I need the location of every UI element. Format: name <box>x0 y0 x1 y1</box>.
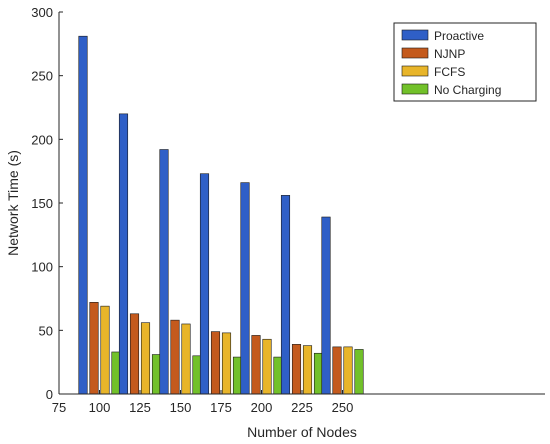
bar-proactive <box>78 35 88 395</box>
bar-njnp <box>170 319 180 395</box>
x-tick-label: 250 <box>332 400 354 415</box>
y-ticks-group: 0 50 100 150 200 250 300 <box>31 5 63 402</box>
bar-proactive <box>118 113 129 395</box>
x-tick-label: 75 <box>52 400 66 415</box>
legend-label: No Charging <box>434 83 501 97</box>
x-tick-label: 125 <box>129 400 151 415</box>
x-tick-label: 175 <box>210 400 232 415</box>
bar-fcfs <box>100 305 110 395</box>
x-tick-label: 150 <box>170 400 192 415</box>
bar-fcfs <box>302 345 313 395</box>
y-tick-label: 250 <box>31 69 53 84</box>
y-tick-label: 100 <box>31 260 53 275</box>
bar-proactive <box>159 149 169 395</box>
bar-proactive <box>240 182 250 395</box>
legend-label: NJNP <box>434 47 465 61</box>
legend-swatch <box>401 83 429 95</box>
bar-proactive <box>199 173 210 395</box>
bar-proactive <box>321 216 331 395</box>
x-tick-label: 100 <box>89 400 111 415</box>
y-tick-label: 150 <box>31 196 53 211</box>
legend-swatch <box>401 29 429 41</box>
bar-fcfs <box>262 338 272 395</box>
legend-swatch <box>401 47 429 59</box>
bar-njnp <box>291 344 302 395</box>
x-tick-label: 200 <box>251 400 273 415</box>
y-tick-label: 50 <box>39 323 53 338</box>
x-ticks-group: 75 100 125 150 175 200 225 250 <box>52 390 354 415</box>
y-tick-label: 0 <box>46 387 53 402</box>
legend: Proactive NJNP FCFS No Charging <box>393 22 537 102</box>
legend-swatch <box>401 65 429 77</box>
bar-fcfs <box>181 323 191 395</box>
y-axis-title: Network Time (s) <box>5 150 21 256</box>
bar-fcfs <box>343 346 353 395</box>
bar-njnp <box>251 335 261 395</box>
bar-no-charging <box>354 349 364 395</box>
bar-njnp <box>332 346 342 395</box>
bar-proactive <box>280 195 291 395</box>
bar-njnp <box>210 331 221 395</box>
y-tick-label: 200 <box>31 132 53 147</box>
bar-fcfs <box>221 332 232 395</box>
legend-label: FCFS <box>434 65 465 79</box>
bar-fcfs <box>140 322 151 395</box>
bar-njnp <box>129 313 140 395</box>
legend-label: Proactive <box>434 29 484 43</box>
x-tick-label: 225 <box>291 400 313 415</box>
bar-njnp <box>89 302 99 395</box>
y-tick-label: 300 <box>31 5 53 20</box>
x-axis-title: Number of Nodes <box>247 424 357 440</box>
